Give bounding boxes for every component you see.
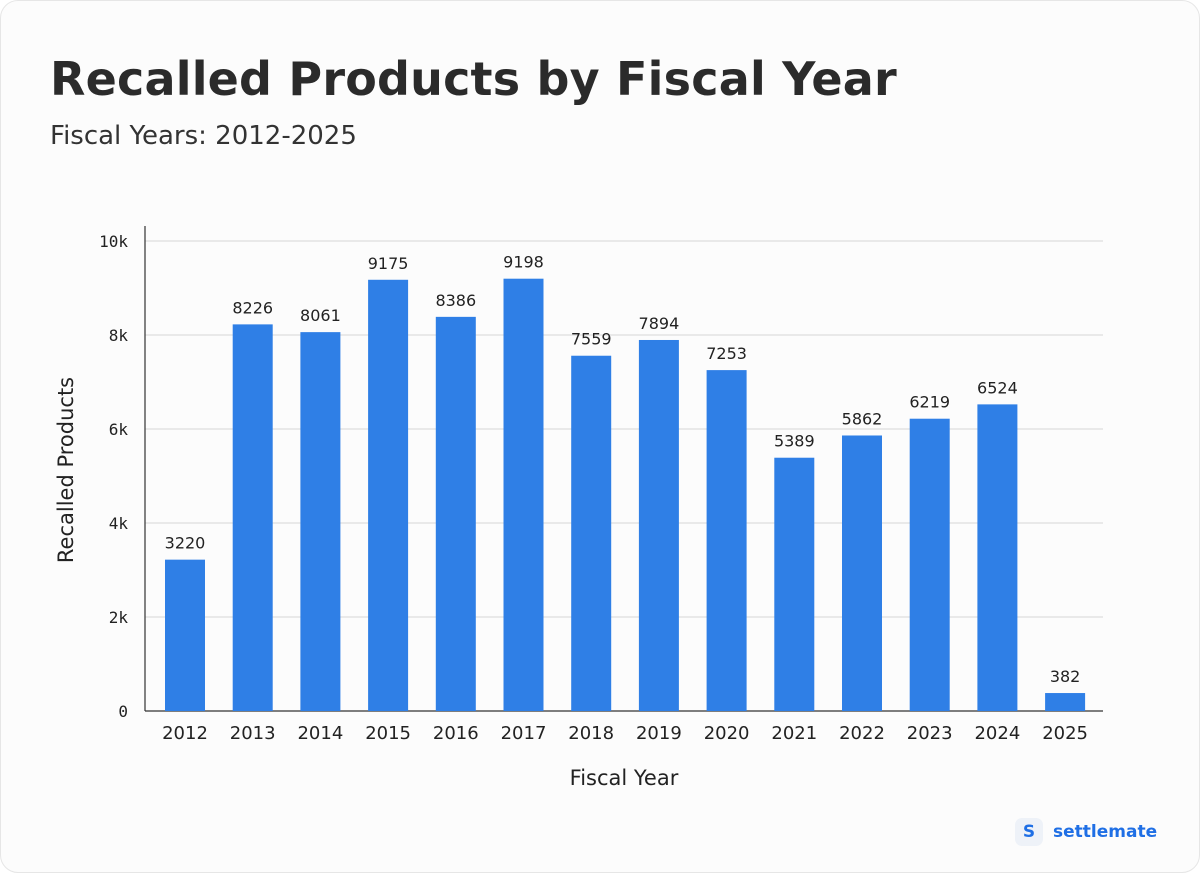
- x-tick-label: 2021: [771, 723, 817, 744]
- y-axis-title: Recalled Products: [54, 377, 78, 563]
- x-tick-label: 2024: [974, 723, 1020, 744]
- x-tick-label: 2014: [297, 723, 343, 744]
- x-tick-label: 2025: [1042, 723, 1088, 744]
- bar: [638, 339, 679, 711]
- bar: [368, 279, 409, 711]
- y-tick-label: 0: [118, 702, 128, 721]
- x-tick-label: 2022: [839, 723, 885, 744]
- bar: [165, 559, 205, 711]
- data-label: 382: [1050, 667, 1081, 686]
- x-tick-label: 2013: [230, 723, 276, 744]
- bar: [842, 435, 882, 711]
- data-label: 6219: [909, 393, 950, 412]
- y-tick-label: 8k: [109, 326, 129, 345]
- data-label: 5862: [842, 409, 883, 428]
- y-tick-label: 4k: [109, 514, 129, 533]
- data-label: 8386: [435, 291, 476, 310]
- bar: [435, 316, 476, 711]
- bar: [300, 332, 341, 711]
- y-tick-label: 10k: [99, 232, 128, 251]
- data-label: 7253: [706, 344, 747, 363]
- data-label: 9198: [503, 253, 544, 272]
- y-tick-label: 2k: [109, 608, 129, 627]
- x-tick-label: 2015: [365, 723, 411, 744]
- brand-name: settlemate: [1053, 822, 1158, 842]
- brand-mark-icon: S: [1015, 818, 1043, 846]
- bar: [774, 457, 815, 711]
- bar: [909, 418, 950, 711]
- data-label: 5389: [774, 432, 815, 451]
- data-label: 7894: [639, 314, 680, 333]
- data-label: 8061: [300, 306, 341, 325]
- chart-subtitle: Fiscal Years: 2012-2025: [50, 121, 357, 151]
- x-tick-label: 2018: [568, 723, 614, 744]
- data-label: 3220: [165, 534, 206, 553]
- x-tick-label: 2020: [704, 723, 750, 744]
- data-label: 6524: [977, 378, 1018, 397]
- bar: [503, 278, 544, 711]
- bar: [1045, 693, 1086, 711]
- data-label: 8226: [232, 298, 273, 317]
- bar: [977, 404, 1018, 711]
- data-label: 7559: [571, 330, 612, 349]
- x-tick-label: 2016: [433, 723, 479, 744]
- x-tick-label: 2012: [162, 723, 208, 744]
- brand-logo: S settlemate: [1015, 818, 1157, 846]
- x-tick-label: 2023: [907, 723, 953, 744]
- x-axis-title: Fiscal Year: [570, 766, 679, 790]
- data-label: 9175: [368, 254, 409, 273]
- x-tick-label: 2017: [501, 723, 547, 744]
- bar: [232, 324, 273, 711]
- x-tick-label: 2019: [636, 723, 682, 744]
- bar: [706, 370, 747, 711]
- chart-title: Recalled Products by Fiscal Year: [50, 52, 897, 106]
- bar: [571, 355, 612, 711]
- y-tick-label: 6k: [109, 420, 129, 439]
